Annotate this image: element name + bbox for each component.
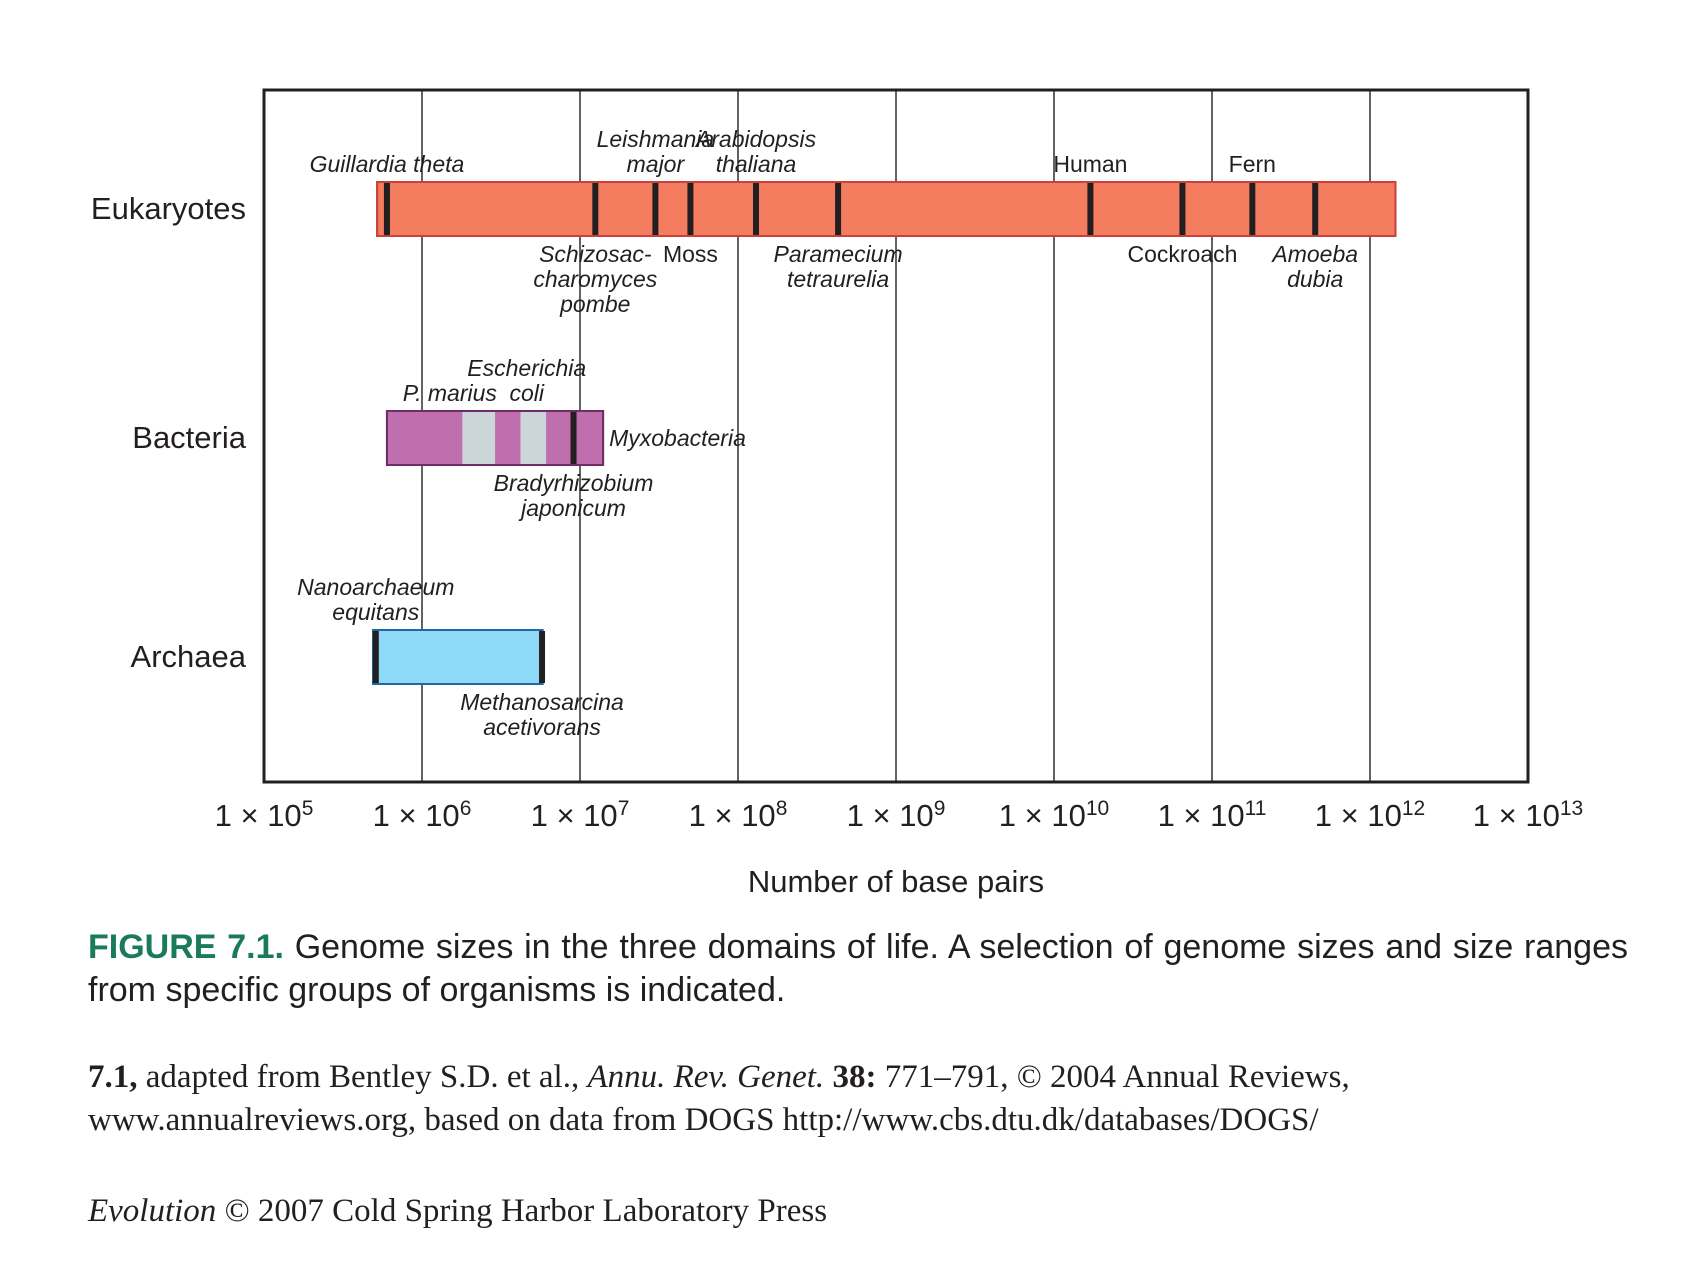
organism-label: pombe <box>559 291 630 317</box>
genome-marker <box>835 183 842 235</box>
credit-text: adapted from Bentley S.D. et al., <box>145 1059 580 1095</box>
x-tick-label: 1 × 1013 <box>1473 797 1583 833</box>
genome-marker <box>372 631 379 683</box>
genome-size-chart: Eukaryotes Guillardia theta Schizosac-char… <box>91 88 1584 899</box>
domain-bars <box>372 181 1397 685</box>
genome-marker <box>539 631 546 683</box>
organism-label: equitans <box>332 599 419 625</box>
credit-text-2: 771–791, © 2004 Annual Reviews, www.annu… <box>88 1059 1350 1138</box>
x-tick-label: 1 × 108 <box>689 797 788 833</box>
plot-frame <box>262 88 1530 784</box>
figure-credit: 7.1, adapted from Bentley S.D. et al., A… <box>88 1056 1648 1142</box>
credit-volume: 38: <box>832 1059 877 1095</box>
genome-marker <box>1249 183 1256 235</box>
organism-label: Cockroach <box>1127 241 1237 267</box>
x-axis-label: Number of base pairs <box>748 864 1044 899</box>
organism-label: tetraurelia <box>787 266 889 292</box>
organism-label: Arabidopsis <box>694 126 817 152</box>
figure-label: FIGURE 7.1. <box>88 928 284 966</box>
domain-bar <box>376 181 1397 237</box>
organism-label: P. marius <box>403 380 498 406</box>
figure-caption: FIGURE 7.1. Genome sizes in the three do… <box>88 926 1628 1012</box>
x-tick-label: 1 × 109 <box>847 797 946 833</box>
domain-bar-outline <box>376 181 1397 237</box>
genome-marker <box>570 412 577 464</box>
credit-journal: Annu. Rev. Genet. <box>587 1059 825 1095</box>
organism-label: Bradyrhizobium <box>494 470 654 496</box>
genome-marker <box>652 183 659 235</box>
organism-label: Schizosac- <box>539 241 652 267</box>
genome-marker <box>753 183 760 235</box>
organism-label: Escherichia <box>467 355 586 381</box>
caption-text: Genome sizes in the three domains of lif… <box>88 928 1629 1009</box>
organism-label: Methanosarcina <box>460 689 624 715</box>
genome-marker <box>1087 183 1094 235</box>
domain-label: Bacteria <box>132 420 246 455</box>
domain-label: Eukaryotes <box>91 191 246 226</box>
genome-marker <box>592 183 599 235</box>
x-tick-label: 1 × 1012 <box>1315 797 1425 833</box>
organism-label: Moss <box>663 241 718 267</box>
organism-label: acetivorans <box>483 714 601 740</box>
organism-label: Paramecium <box>774 241 903 267</box>
genome-marker <box>383 183 390 235</box>
book-title: Evolution <box>88 1193 217 1229</box>
genome-marker <box>1312 183 1319 235</box>
organism-label: japonicum <box>518 495 626 521</box>
organism-label: dubia <box>1287 266 1343 292</box>
x-tick-label: 1 × 1010 <box>999 797 1109 833</box>
organism-label: Myxobacteria <box>609 425 746 451</box>
organism-labels: Eukaryotes Guillardia theta Schizosac-char… <box>91 126 1358 740</box>
organism-label: charomyces <box>533 266 657 292</box>
credit-figure-number: 7.1, <box>88 1059 138 1095</box>
x-tick-label: 1 × 107 <box>531 797 630 833</box>
organism-label: Amoeba <box>1270 241 1358 267</box>
x-tick-label: 1 × 1011 <box>1158 797 1267 833</box>
organism-label: Leishmania <box>597 126 715 152</box>
genome-marker <box>687 183 694 235</box>
organism-label: Human <box>1053 151 1127 177</box>
organism-label: Fern <box>1229 151 1276 177</box>
x-tick-labels: 1 × 105 1 × 106 1 × 107 1 × 108 1 × 109 1 × 1… <box>215 797 1584 833</box>
genome-marker <box>1179 183 1186 235</box>
organism-label: coli <box>509 380 544 406</box>
copyright-text: © 2007 Cold Spring Harbor Laboratory Pre… <box>224 1193 828 1229</box>
x-tick-label: 1 × 105 <box>215 797 314 833</box>
book-copyright: Evolution © 2007 Cold Spring Harbor Labo… <box>88 1190 1488 1233</box>
x-tick-label: 1 × 106 <box>373 797 472 833</box>
domain-bar-outline <box>385 410 605 466</box>
organism-label: thaliana <box>716 151 797 177</box>
organism-label: Nanoarchaeum <box>297 574 454 600</box>
domain-label: Archaea <box>131 639 247 674</box>
highlight-band <box>462 412 496 464</box>
domain-bar <box>372 629 544 685</box>
organism-label: Guillardia theta <box>310 151 465 177</box>
organism-label: major <box>627 151 686 177</box>
highlight-band <box>520 412 547 464</box>
